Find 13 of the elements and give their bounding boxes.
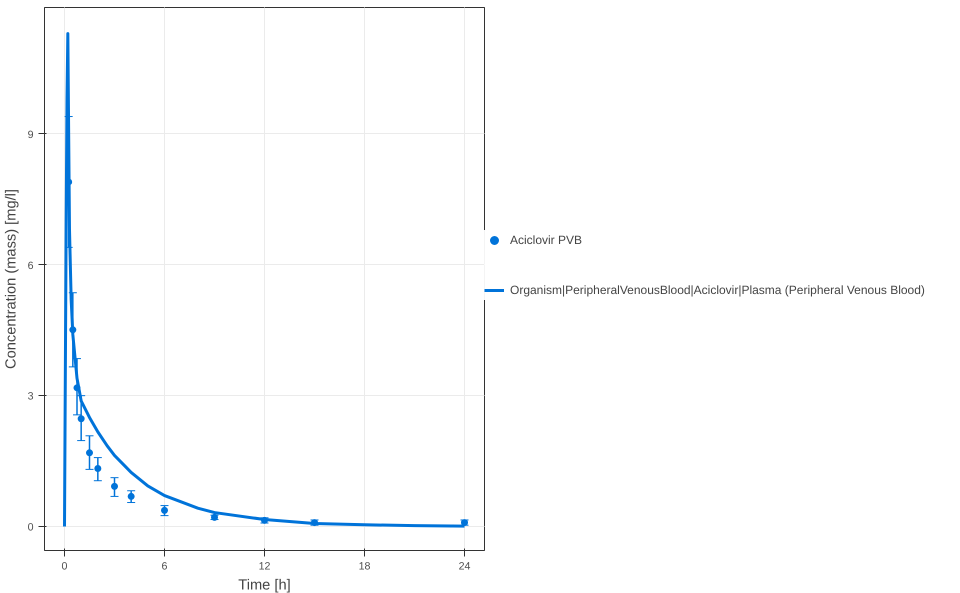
- y-axis-title: Concentration (mass) [mg/l]: [4, 188, 20, 369]
- x-tick-label: 6: [162, 560, 168, 572]
- legend-label: Organism|PeripheralVenousBlood|Aciclovir|Plasma (Peripheral Venous Blood): [510, 283, 925, 297]
- y-tick-label: 6: [28, 260, 34, 272]
- legend-label: Aciclovir PVB: [510, 233, 582, 247]
- x-tick-label: 12: [258, 560, 270, 572]
- y-tick-label: 3: [28, 390, 34, 403]
- x-tick-label: 0: [62, 560, 68, 572]
- x-tick-label: 18: [358, 560, 370, 572]
- y-tick-label: 0: [28, 522, 34, 534]
- x-axis-title: Time [h]: [238, 578, 291, 593]
- x-tick-label: 24: [458, 560, 470, 572]
- y-tick-label: 9: [28, 128, 34, 141]
